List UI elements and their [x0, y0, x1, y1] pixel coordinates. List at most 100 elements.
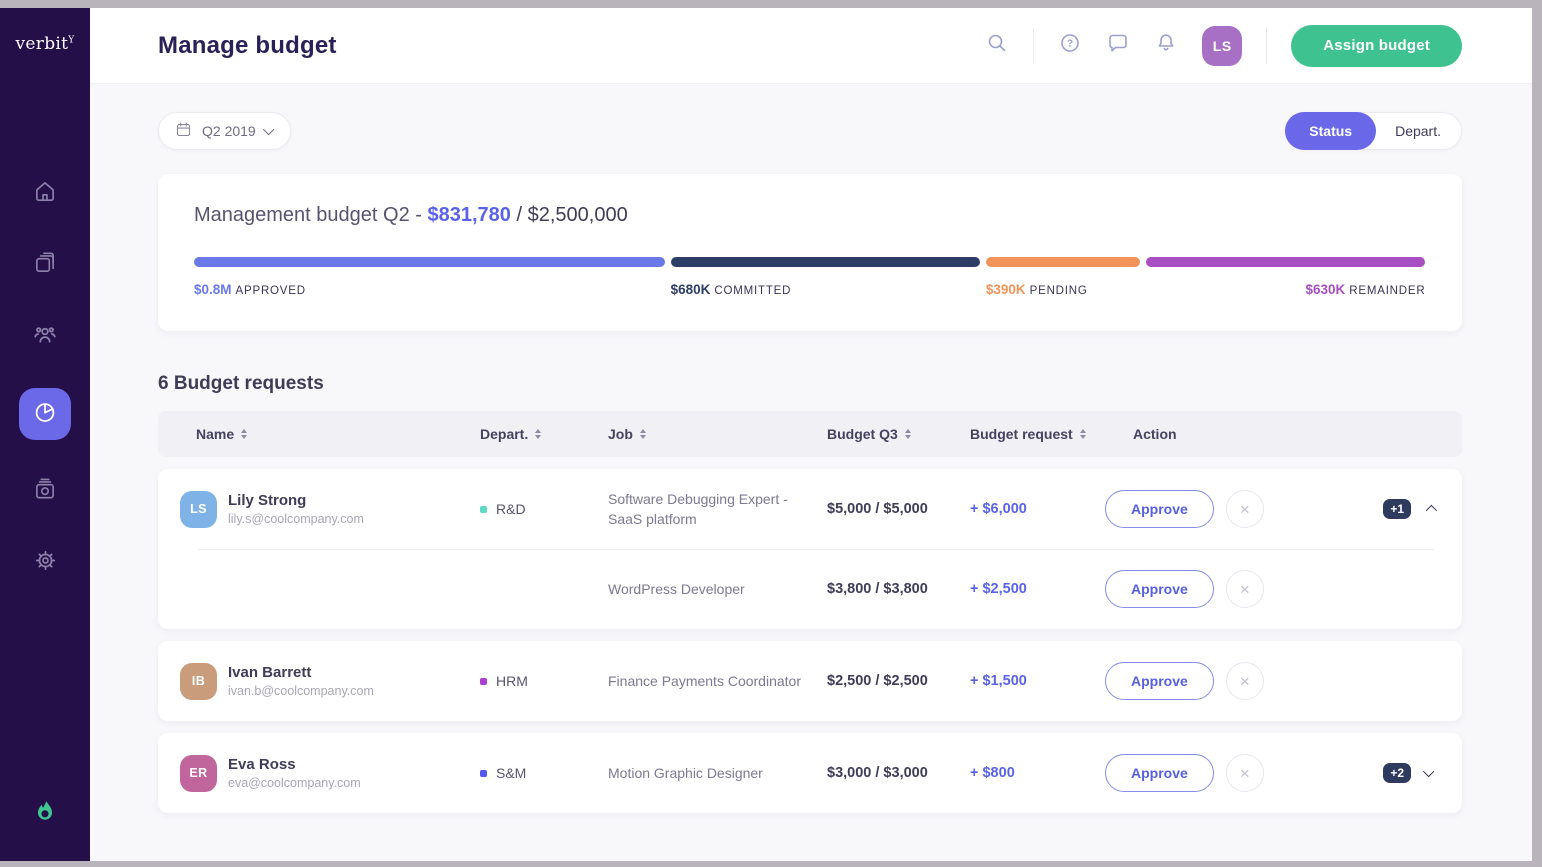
toggle-depart[interactable]: Depart. [1395, 123, 1441, 139]
chat-icon[interactable] [1106, 31, 1130, 60]
toggle-status[interactable]: Status [1285, 112, 1377, 150]
approve-button[interactable]: Approve [1105, 754, 1214, 792]
person-email: lily.s@coolcompany.com [228, 512, 364, 526]
collapse-control[interactable]: +1 [1383, 499, 1438, 519]
person-email: eva@coolcompany.com [228, 776, 361, 790]
logo-mark: Y [68, 35, 75, 46]
table-subrow: WordPress Developer $3,800 / $3,800 + $2… [158, 549, 1462, 629]
budget-request-cell: + $6,000 [970, 501, 1027, 517]
budget-q3-cell: $5,000 / $5,000 [827, 501, 928, 517]
sort-icon [535, 429, 542, 439]
spent-amount: $831,780 [427, 204, 511, 226]
avatar: ER [180, 754, 217, 792]
expand-control[interactable]: +2 [1383, 763, 1435, 783]
reject-button[interactable]: × [1225, 662, 1264, 700]
filters-row: Q2 2019 Status Depart. [158, 112, 1462, 150]
action-cell: Approve × [1105, 662, 1434, 700]
table-row: IB Ivan Barrett ivan.b@coolcompany.com H… [158, 641, 1462, 721]
chevron-down-icon[interactable] [1422, 765, 1435, 778]
segment-pending [985, 257, 1140, 267]
assign-budget-button[interactable]: Assign budget [1291, 24, 1462, 67]
avatar: LS [180, 490, 217, 528]
sort-icon [639, 429, 646, 439]
reject-button[interactable]: × [1225, 570, 1264, 608]
reject-button[interactable]: × [1225, 754, 1264, 792]
team-icon [31, 321, 59, 354]
more-jobs-badge[interactable]: +2 [1383, 763, 1411, 783]
period-label: Q2 2019 [202, 123, 256, 139]
person-cell: IB Ivan Barrett ivan.b@coolcompany.com [180, 662, 480, 700]
flame-logo-icon [31, 798, 59, 833]
budget-request-cell: + $800 [970, 765, 1015, 781]
dept-color-dot [480, 769, 487, 777]
total-amount: $2,500,000 [527, 204, 628, 226]
sidebar-item-archive[interactable] [24, 470, 66, 512]
job-cell: Motion Graphic Designer [608, 764, 763, 781]
budget-summary-card: Management budget Q2 - $831,780 / $2,500… [158, 174, 1462, 331]
view-toggle: Status Depart. [1285, 112, 1462, 150]
segment-approved [194, 257, 665, 267]
sidebar-item-settings[interactable] [24, 542, 66, 584]
verbit-logo: verbitY [15, 34, 75, 54]
table-row: LS Lily Strong lily.s@coolcompany.com R&… [158, 469, 1462, 549]
help-icon[interactable]: ? [1058, 31, 1082, 60]
sidebar-item-projects[interactable] [24, 244, 66, 286]
dept-color-dot [480, 677, 487, 685]
request-group-lily-strong: LS Lily Strong lily.s@coolcompany.com R&… [158, 469, 1462, 629]
svg-text:?: ? [1067, 39, 1073, 50]
sidebar-item-budget-reports[interactable] [19, 388, 71, 440]
content: Q2 2019 Status Depart. Management budget… [90, 84, 1532, 861]
column-job[interactable]: Job [608, 426, 827, 442]
approve-button[interactable]: Approve [1105, 570, 1214, 608]
requests-heading: 6 Budget requests [158, 373, 324, 394]
dept-cell: R&D [480, 501, 608, 517]
calendar-icon [175, 121, 192, 141]
sidebar: verbitY [0, 8, 90, 861]
segment-committed [670, 257, 980, 267]
table-header: Name Depart. Job Budget Q3 Budget reques… [158, 411, 1462, 457]
table-row: ER Eva Ross eva@coolcompany.com S&M Moti… [158, 733, 1462, 813]
chevron-up-icon[interactable] [1425, 504, 1438, 517]
bell-icon[interactable] [1154, 31, 1178, 60]
column-depart[interactable]: Depart. [480, 426, 608, 442]
approve-button[interactable]: Approve [1105, 662, 1214, 700]
more-jobs-badge[interactable]: +1 [1383, 499, 1411, 519]
job-cell: Software Debugging Expert - SaaS platfor… [608, 490, 788, 527]
top-bar: Manage budget ? LS Assign budget [90, 8, 1532, 84]
person-cell: LS Lily Strong lily.s@coolcompany.com [180, 490, 480, 528]
reject-button[interactable]: × [1225, 490, 1264, 528]
gear-icon [32, 547, 59, 579]
budget-summary-title: Management budget Q2 - $831,780 / $2,500… [194, 204, 628, 226]
label-approved: $0.8M APPROVED [194, 282, 306, 297]
dept-cell: S&M [480, 765, 608, 781]
avatar: IB [180, 662, 217, 700]
column-name[interactable]: Name [196, 426, 480, 442]
request-group-ivan-barrett: IB Ivan Barrett ivan.b@coolcompany.com H… [158, 641, 1462, 721]
divider [1266, 27, 1268, 64]
approve-button[interactable]: Approve [1105, 490, 1214, 528]
user-avatar[interactable]: LS [1202, 25, 1243, 66]
label-pending: $390K PENDING [985, 282, 1088, 297]
request-group-eva-ross: ER Eva Ross eva@coolcompany.com S&M Moti… [158, 733, 1462, 813]
job-cell: WordPress Developer [608, 580, 745, 597]
budget-q3-cell: $3,000 / $3,000 [827, 765, 928, 781]
budget-request-cell: + $2,500 [970, 581, 1027, 597]
budget-progress-bar [194, 257, 1426, 267]
sidebar-nav [19, 172, 71, 584]
dept-color-dot [480, 505, 487, 513]
divider [1033, 27, 1035, 64]
column-budget-request[interactable]: Budget request [970, 426, 1105, 442]
person-cell: ER Eva Ross eva@coolcompany.com [180, 754, 480, 792]
column-budget-q3[interactable]: Budget Q3 [827, 426, 970, 442]
sort-icon [1079, 429, 1086, 439]
sidebar-item-team[interactable] [24, 316, 66, 358]
top-actions: ? LS Assign budget [985, 24, 1462, 67]
sort-icon [241, 429, 248, 439]
page-title: Manage budget [158, 31, 337, 59]
action-cell: Approve × [1105, 570, 1434, 608]
period-selector[interactable]: Q2 2019 [158, 112, 291, 150]
person-email: ivan.b@coolcompany.com [228, 684, 374, 698]
search-icon[interactable] [985, 31, 1009, 60]
sidebar-item-home[interactable] [24, 172, 66, 214]
